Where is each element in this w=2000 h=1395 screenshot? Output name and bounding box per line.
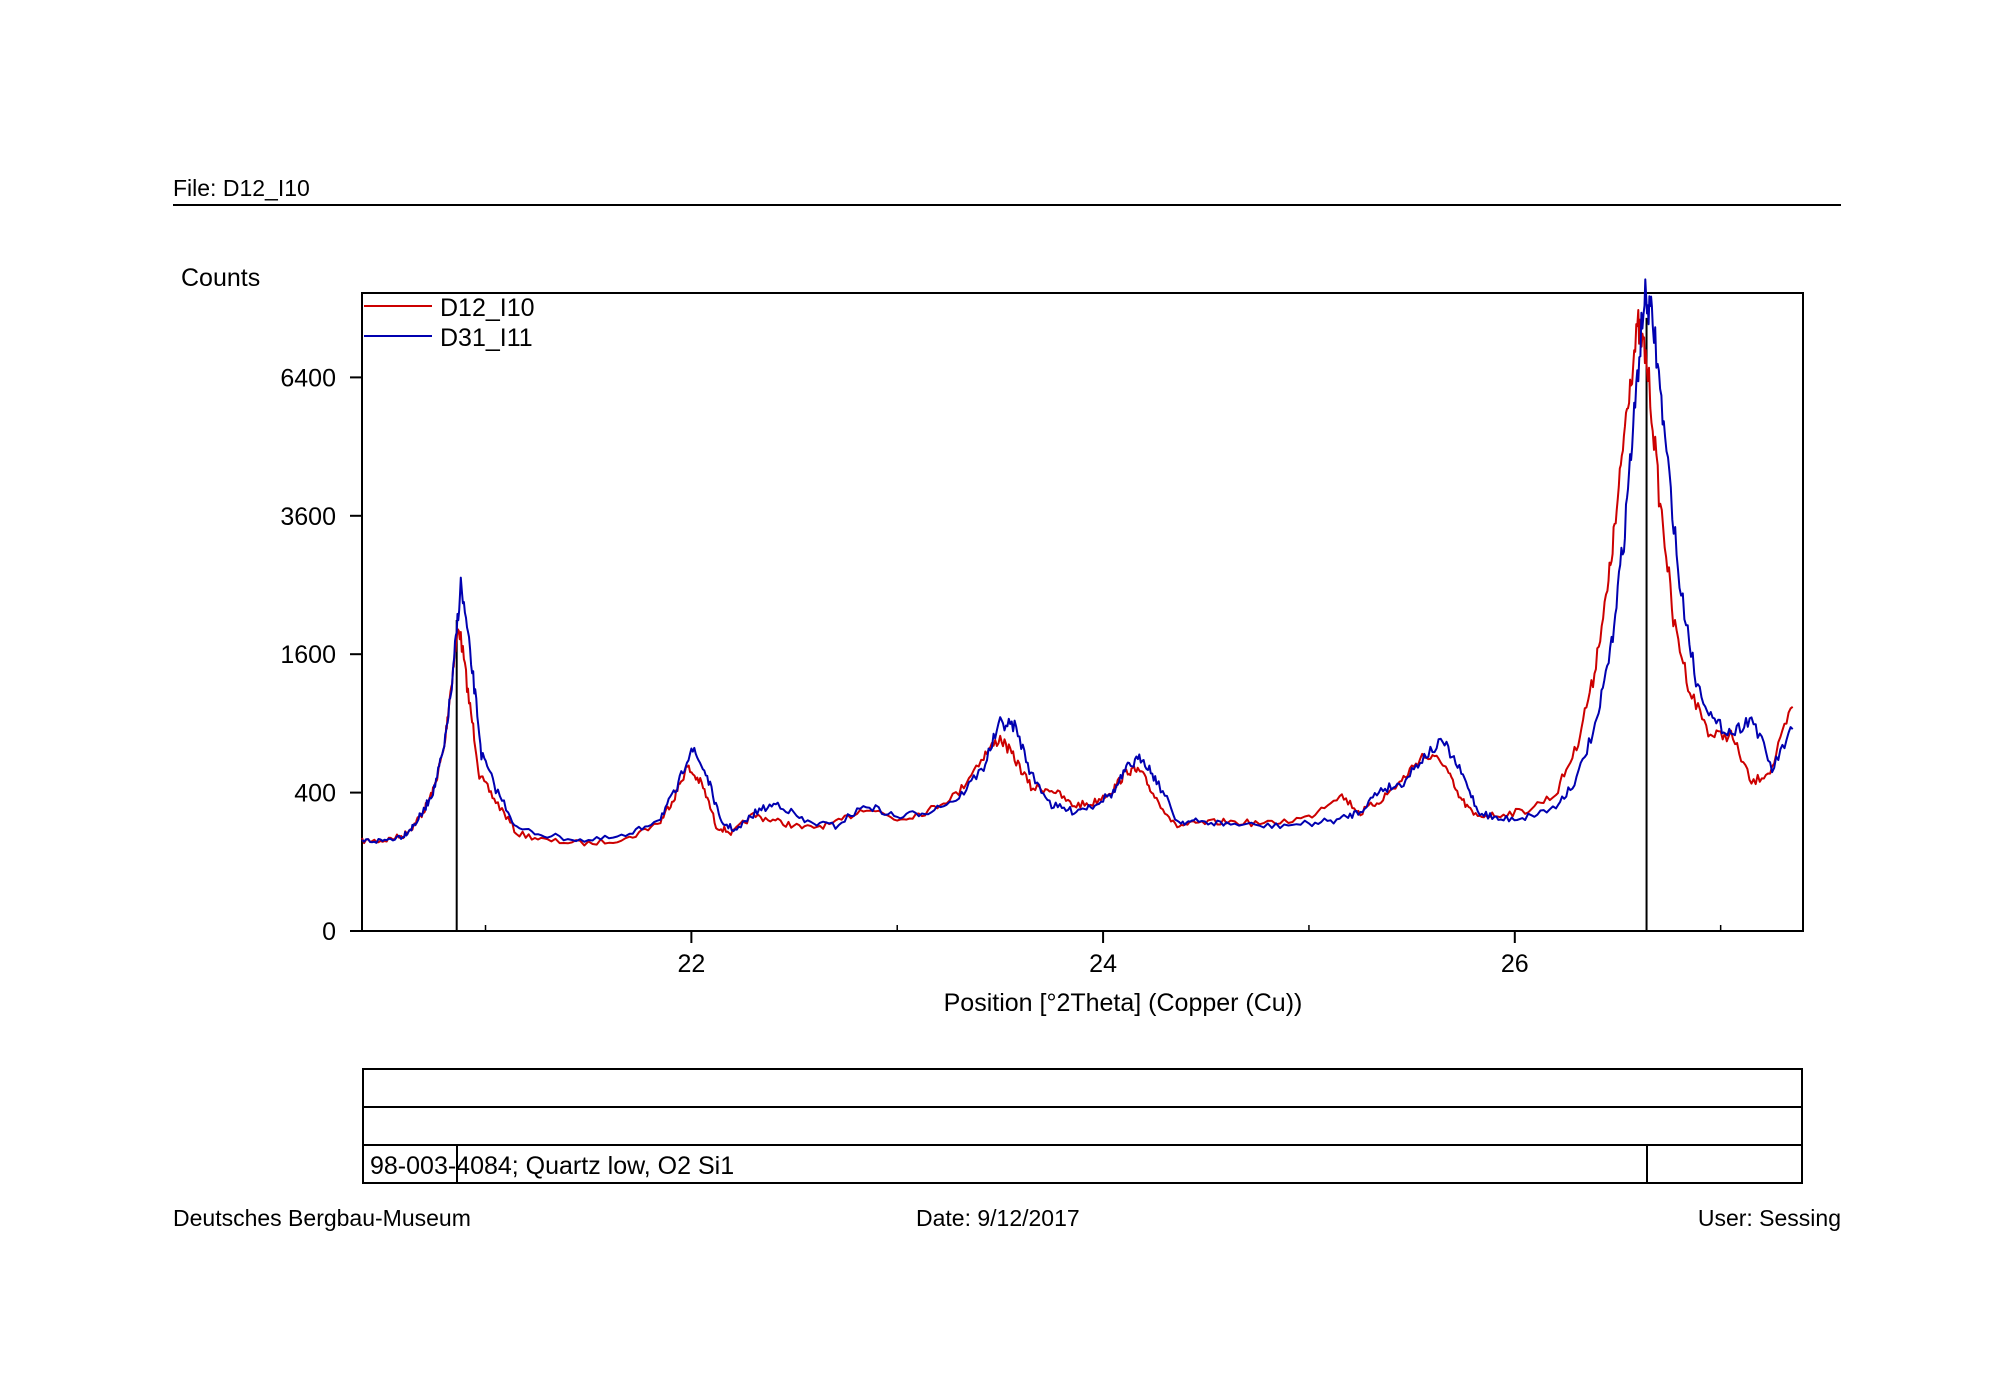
y-axis: 0 400 1600 3600 6400: [280, 364, 362, 946]
footer-institution: Deutsches Bergbau-Museum: [173, 1205, 471, 1231]
reference-pattern-table: 98-003-4084; Quartz low, O2 Si1: [362, 1068, 1803, 1184]
file-label: File: D12_I10: [173, 175, 310, 201]
x-tick-label: 22: [677, 950, 705, 978]
legend: D12_I10 D31_I11: [364, 294, 535, 352]
reference-peak-lines: [455, 317, 1648, 931]
footer-date: Date: 9/12/2017: [916, 1205, 1080, 1231]
y-tick-label: 0: [322, 918, 336, 946]
header-divider: [173, 204, 1841, 206]
ref-row-quartz: 98-003-4084; Quartz low, O2 Si1: [364, 1146, 1801, 1184]
ref-table-peak-tick: [1645, 1146, 1648, 1184]
legend-label-d31-i11: D31_I11: [440, 324, 533, 352]
ref-table-peak-tick: [455, 1146, 458, 1184]
legend-label-d12-i10: D12_I10: [440, 294, 535, 322]
series-line-d12-i10: [361, 309, 1794, 847]
ref-pattern-name: 98-003-4084; Quartz low, O2 Si1: [370, 1152, 735, 1180]
footer-user: User: Sessing: [1697, 1205, 1841, 1231]
series-lines: [361, 278, 1794, 847]
y-axis-title: Counts: [181, 264, 261, 292]
x-axis: 22 24 26: [484, 925, 1722, 978]
y-tick-label: 400: [294, 780, 336, 808]
x-tick-label: 26: [1501, 950, 1529, 978]
plot-frame: [361, 292, 1804, 932]
ref-row-2: [364, 1108, 1801, 1146]
ref-row-1: [364, 1070, 1801, 1108]
x-tick-label: 24: [1089, 950, 1117, 978]
x-axis-title: Position [°2Theta] (Copper (Cu)): [944, 989, 1303, 1017]
series-line-d31-i11: [361, 278, 1794, 844]
y-tick-label: 3600: [280, 503, 336, 531]
y-tick-label: 6400: [280, 364, 336, 392]
y-tick-label: 1600: [280, 641, 336, 669]
